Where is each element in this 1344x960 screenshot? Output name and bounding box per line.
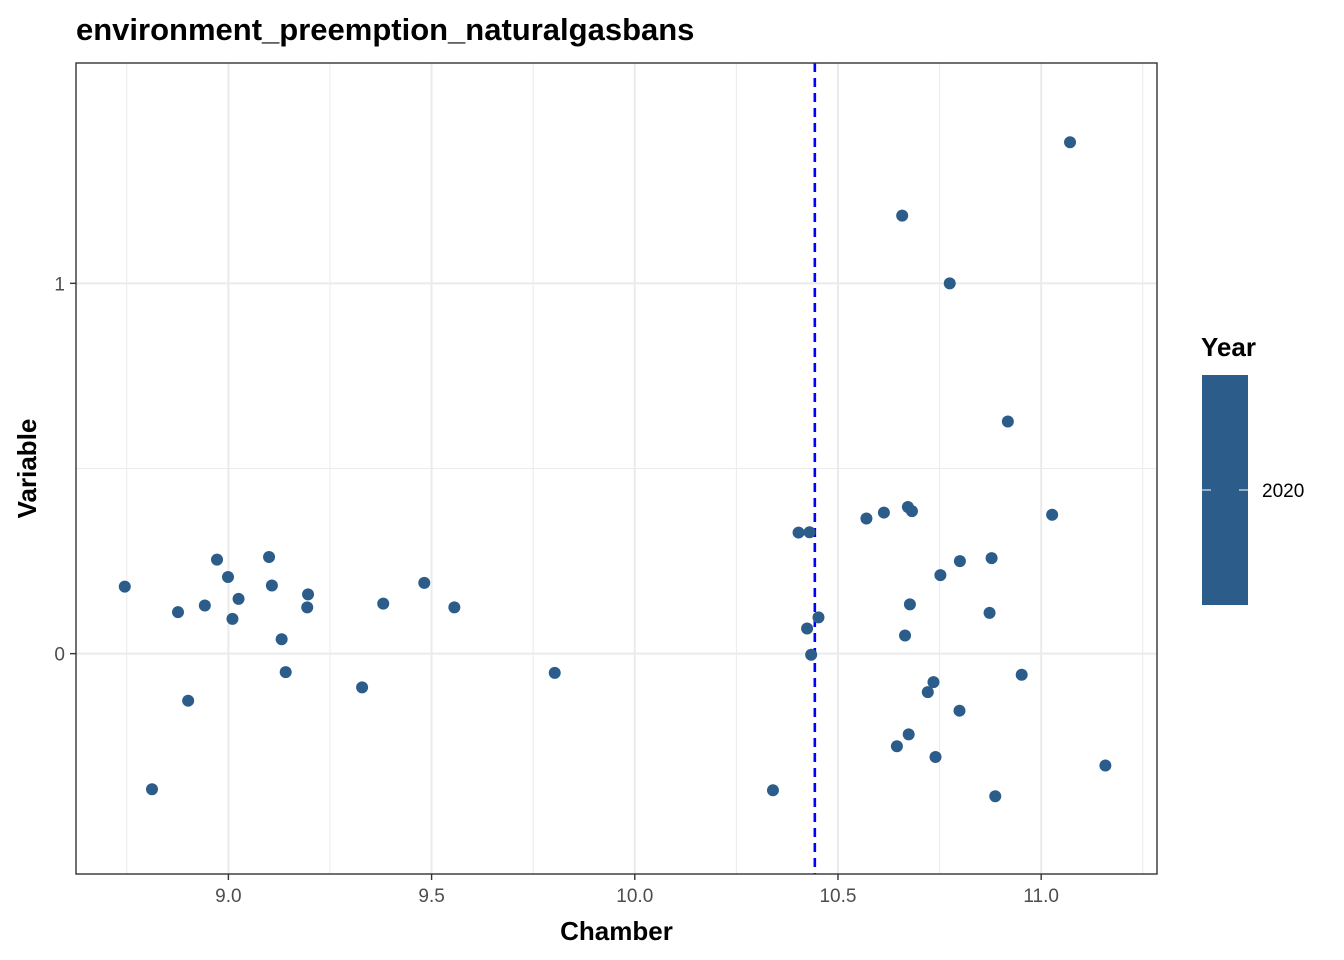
data-point — [803, 526, 816, 539]
data-point — [805, 648, 818, 661]
grid-major — [76, 63, 1157, 874]
data-point — [182, 694, 195, 707]
data-point — [226, 612, 239, 625]
data-point — [943, 277, 956, 290]
data-point — [792, 526, 805, 539]
data-point — [890, 740, 903, 753]
x-axis-ticks: 9.0 9.5 10.0 10.5 11.0 — [215, 874, 1059, 907]
data-point — [989, 790, 1002, 803]
y-tick-label: 1 — [54, 274, 65, 295]
y-axis-ticks: 01 — [54, 274, 76, 666]
grid-minor — [76, 63, 1157, 874]
data-point — [172, 606, 185, 619]
data-point — [902, 728, 915, 741]
data-point — [301, 601, 314, 614]
x-tick-label: 10.0 — [616, 886, 653, 907]
data-point — [198, 599, 211, 612]
data-point — [921, 686, 934, 699]
data-point — [927, 676, 940, 689]
y-axis-title: Variable — [12, 419, 42, 519]
legend: Year 2020 — [1201, 332, 1304, 605]
legend-title: Year — [1201, 332, 1256, 362]
data-point — [899, 629, 912, 642]
data-point — [1001, 415, 1014, 428]
data-point — [953, 704, 966, 717]
data-point — [302, 588, 315, 601]
data-point — [377, 597, 390, 610]
data-point — [1064, 136, 1077, 149]
x-axis-title: Chamber — [560, 916, 673, 946]
data-point — [983, 606, 996, 619]
data-point — [275, 633, 288, 646]
plot-border — [75, 62, 1158, 875]
chart-title: environment_preemption_naturalgasbans — [76, 12, 694, 47]
data-point — [766, 784, 779, 797]
data-point — [418, 576, 431, 589]
data-point — [905, 505, 918, 518]
x-tick-label: 11.0 — [1023, 886, 1059, 907]
data-point — [801, 622, 814, 635]
data-points — [118, 136, 1112, 803]
x-tick-label: 9.0 — [215, 886, 241, 907]
data-point — [279, 666, 292, 679]
x-tick-label: 9.5 — [418, 886, 444, 907]
data-point — [860, 512, 873, 525]
data-point — [929, 750, 942, 763]
data-point — [877, 506, 890, 519]
x-tick-label: 10.5 — [819, 886, 856, 907]
data-point — [896, 209, 909, 222]
data-point — [903, 598, 916, 611]
data-point — [118, 580, 131, 593]
data-point — [953, 555, 966, 568]
data-point — [265, 579, 278, 592]
data-point — [985, 552, 998, 565]
data-point — [145, 783, 158, 796]
data-point — [221, 571, 234, 584]
data-point — [263, 551, 276, 564]
data-point — [448, 601, 461, 614]
data-point — [211, 553, 224, 566]
y-tick-label: 0 — [54, 645, 65, 666]
legend-label: 2020 — [1262, 481, 1304, 502]
data-point — [1015, 668, 1028, 681]
data-point — [356, 681, 369, 694]
data-point — [812, 611, 825, 624]
data-point — [1099, 759, 1112, 772]
data-point — [934, 569, 947, 582]
data-point — [548, 666, 561, 679]
data-point — [232, 592, 245, 605]
data-point — [1046, 508, 1059, 521]
